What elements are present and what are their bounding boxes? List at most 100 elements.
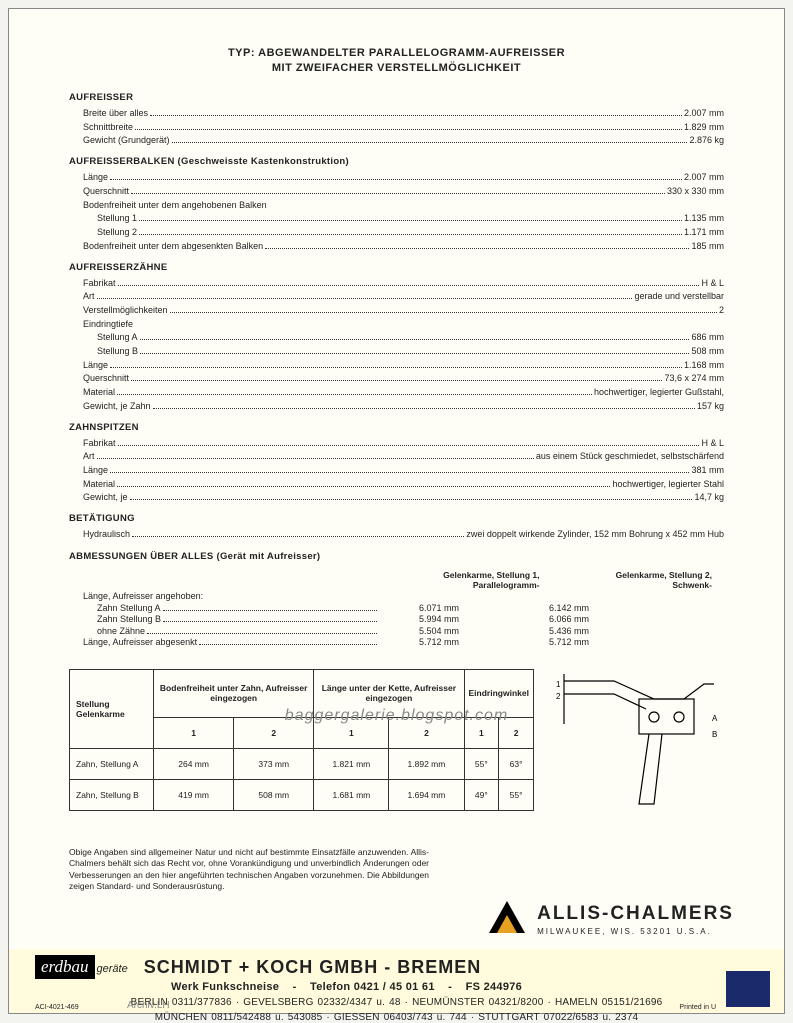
title-line2: MIT ZWEIFACHER VERSTELLMÖGLICHKEIT xyxy=(69,62,724,74)
spec-row: Länge381 mm xyxy=(69,464,724,476)
brand-logo: ALLIS-CHALMERS MILWAUKEE, WIS. 53201 U.S… xyxy=(487,899,734,939)
dim-v: 6.066 mm xyxy=(489,614,599,624)
spec-val: 1.135 mm xyxy=(684,212,724,224)
section-spitzen: ZAHNSPITZEN xyxy=(69,422,724,433)
spec-label: Stellung 1 xyxy=(69,212,137,224)
spec-label: Stellung B xyxy=(69,345,138,357)
svg-text:B: B xyxy=(712,730,717,739)
svg-text:A: A xyxy=(712,714,718,723)
td: 55° xyxy=(464,748,499,779)
section-betat: BETÄTIGUNG xyxy=(69,513,724,524)
td: 63° xyxy=(499,748,534,779)
dim-label: Zahn Stellung A xyxy=(69,603,161,613)
section-zahne: AUFREISSERZÄHNE xyxy=(69,262,724,273)
spec-row: FabrikatH & L xyxy=(69,437,724,449)
td: 49° xyxy=(464,779,499,810)
spec-label: Art xyxy=(69,290,95,302)
dots xyxy=(118,285,700,286)
archiv: Archiv.LH xyxy=(127,1000,170,1011)
dots xyxy=(117,394,592,395)
dots xyxy=(147,626,377,634)
dim-block: Gelenkarme, Stellung 1, Gelenkarme, Stel… xyxy=(69,570,724,648)
spec-val: 14,7 kg xyxy=(694,491,724,503)
spec-label: Material xyxy=(69,386,115,398)
dots xyxy=(153,408,695,409)
spec-row: Bodenfreiheit unter dem angehobenen Balk… xyxy=(69,199,724,211)
dots xyxy=(135,129,682,130)
spec-val: gerade und verstellbar xyxy=(634,290,724,302)
dim-v: 6.142 mm xyxy=(489,603,599,613)
td: 373 mm xyxy=(234,748,314,779)
allis-triangle-icon xyxy=(487,899,527,939)
spec-row: Länge2.007 mm xyxy=(69,171,724,183)
dim-col2: Gelenkarme, Stellung 2, xyxy=(552,570,725,580)
dots xyxy=(97,458,534,459)
td: 55° xyxy=(499,779,534,810)
dim-label: Länge, Aufreisser angehoben: xyxy=(69,591,203,601)
dots xyxy=(110,367,682,368)
footnote: Obige Angaben sind allgemeiner Natur und… xyxy=(69,847,429,893)
th-c1: 1 xyxy=(154,717,234,748)
dim-col2b: Schwenk- xyxy=(552,580,725,590)
table-wrap: Stellung Gelenkarme Bodenfreiheit unter … xyxy=(69,669,724,811)
spec-val: 73,6 x 274 mm xyxy=(664,372,724,384)
dots xyxy=(132,536,464,537)
spec-row: Schnittbreite1.829 mm xyxy=(69,121,724,133)
dim-col1: Gelenkarme, Stellung 1, xyxy=(379,570,552,580)
spec-val: 2.007 mm xyxy=(684,107,724,119)
td: 1.681 mm xyxy=(314,779,389,810)
dealer-tel: Telefon 0421 / 45 01 61 xyxy=(310,981,435,993)
dealer-line2: Werk Funkschneise - Telefon 0421 / 45 01… xyxy=(171,981,758,993)
td: Zahn, Stellung B xyxy=(70,779,154,810)
dim-label: Länge, Aufreisser abgesenkt xyxy=(69,637,197,647)
dots xyxy=(140,339,690,340)
spec-label: Hydraulisch xyxy=(69,528,130,540)
td: 264 mm xyxy=(154,748,234,779)
spec-val: 1.829 mm xyxy=(684,121,724,133)
spec-label: Querschnitt xyxy=(69,372,129,384)
spec-row: Materialhochwertiger, legierter Gußstahl… xyxy=(69,386,724,398)
dealer-fs: FS 244976 xyxy=(466,981,523,993)
page: TYP: ABGEWANDELTER PARALLELOGRAMM-AUFREI… xyxy=(8,8,785,1014)
spec-row: Gewicht, je Zahn157 kg xyxy=(69,400,724,412)
title-line1: TYP: ABGEWANDELTER PARALLELOGRAMM-AUFREI… xyxy=(69,47,724,59)
corner-badge xyxy=(726,971,770,1007)
ripper-icon: 1 2 A B xyxy=(554,669,724,809)
spec-row: Art gerade und verstellbar xyxy=(69,290,724,302)
spec-row: Stellung B 508 mm xyxy=(69,345,724,357)
spec-row: Länge1.168 mm xyxy=(69,359,724,371)
spec-row: Stellung 1 1.135 mm xyxy=(69,212,724,224)
dim-col1b: Parallelogramm- xyxy=(379,580,552,590)
spec-label: Stellung A xyxy=(69,331,138,343)
dim-v: 5.712 mm xyxy=(379,637,489,647)
spec-val: 508 mm xyxy=(691,345,724,357)
dots xyxy=(131,193,665,194)
dots xyxy=(130,499,693,500)
spec-row: Materialhochwertiger, legierter Stahl xyxy=(69,478,724,490)
spec-val: zwei doppelt wirkende Zylinder, 152 mm B… xyxy=(466,528,724,540)
dots xyxy=(139,220,682,221)
data-table: Stellung Gelenkarme Bodenfreiheit unter … xyxy=(69,669,534,811)
dim-label: Zahn Stellung B xyxy=(69,614,161,624)
printed: Printed in U xyxy=(679,1004,716,1011)
dim-v: 5.994 mm xyxy=(379,614,489,624)
spec-label: Fabrikat xyxy=(69,277,116,289)
spec-row: Eindringtiefe xyxy=(69,318,724,330)
spec-label: Gewicht (Grundgerät) xyxy=(69,134,170,146)
spec-label: Bodenfreiheit unter dem abgesenkten Balk… xyxy=(69,240,263,252)
dealer-band: erdbaugeräte SCHMIDT + KOCH GMBH - BREME… xyxy=(9,949,784,1013)
td: 508 mm xyxy=(234,779,314,810)
spec-label: Länge xyxy=(69,359,108,371)
dots xyxy=(97,298,633,299)
section-balken: AUFREISSERBALKEN (Geschweisste Kastenkon… xyxy=(69,156,724,167)
spec-label: Breite über alles xyxy=(69,107,148,119)
spec-row: Gewicht, je14,7 kg xyxy=(69,491,724,503)
dim-v: 5.712 mm xyxy=(489,637,599,647)
td: 419 mm xyxy=(154,779,234,810)
dots xyxy=(110,179,682,180)
spec-label: Material xyxy=(69,478,115,490)
spec-label: Verstellmöglichkeiten xyxy=(69,304,168,316)
dots xyxy=(163,603,377,611)
spec-label: Querschnitt xyxy=(69,185,129,197)
spec-row: Breite über alles 2.007 mm xyxy=(69,107,724,119)
